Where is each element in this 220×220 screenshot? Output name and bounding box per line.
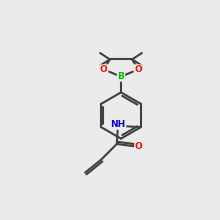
Text: NH: NH [110,120,126,129]
Text: O: O [135,142,143,151]
Text: B: B [117,72,125,81]
Text: O: O [100,65,108,74]
Text: O: O [134,65,142,74]
